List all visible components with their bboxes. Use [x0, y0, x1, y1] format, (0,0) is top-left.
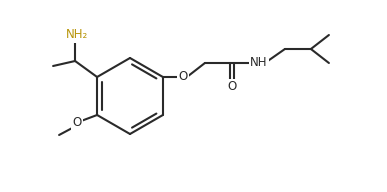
Text: O: O — [178, 70, 188, 84]
Text: NH₂: NH₂ — [66, 28, 88, 41]
Text: O: O — [72, 117, 82, 129]
Text: O: O — [227, 80, 236, 94]
Text: NH: NH — [250, 56, 268, 70]
